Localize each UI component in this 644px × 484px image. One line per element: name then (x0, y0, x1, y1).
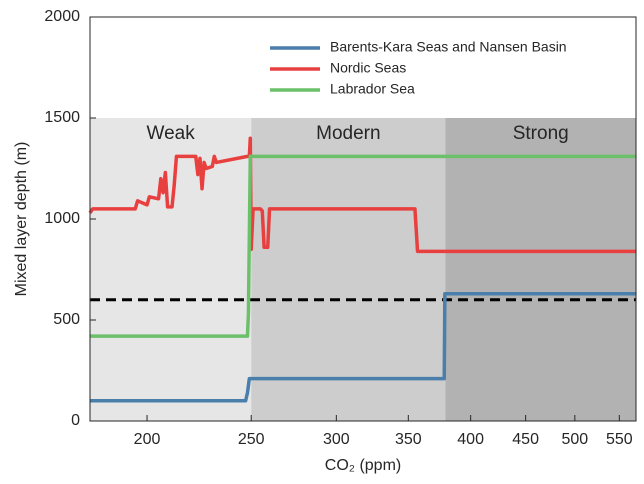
x-tick-label: 450 (512, 431, 539, 448)
region-label: Weak (146, 123, 195, 144)
x-tick-label: 350 (395, 431, 422, 448)
x-tick-label: 250 (238, 431, 265, 448)
y-tick-label: 1000 (44, 210, 80, 227)
region (251, 118, 446, 421)
x-tick-label: 300 (323, 431, 350, 448)
x-tick-label: 200 (134, 431, 161, 448)
y-tick-label: 0 (71, 412, 80, 429)
legend-label: Nordic Seas (330, 60, 406, 76)
region-label: Modern (316, 123, 380, 144)
x-tick-label: 500 (561, 431, 588, 448)
series-line (90, 154, 636, 338)
legend-label: Barents-Kara Seas and Nansen Basin (330, 39, 567, 55)
x-axis-label: CO₂ (ppm) (325, 457, 401, 474)
y-axis-label: Mixed layer depth (m) (13, 142, 30, 297)
y-tick-label: 500 (53, 311, 80, 328)
region (90, 118, 252, 421)
y-tick-label: 1500 (44, 109, 80, 126)
series-line (90, 291, 636, 403)
series-line (88, 136, 636, 254)
x-tick-label: 400 (457, 431, 484, 448)
region (445, 118, 636, 421)
y-tick-label: 2000 (44, 8, 80, 25)
x-tick-label: 550 (606, 431, 633, 448)
region-label: Strong (513, 123, 569, 144)
legend-label: Labrador Sea (330, 81, 415, 97)
